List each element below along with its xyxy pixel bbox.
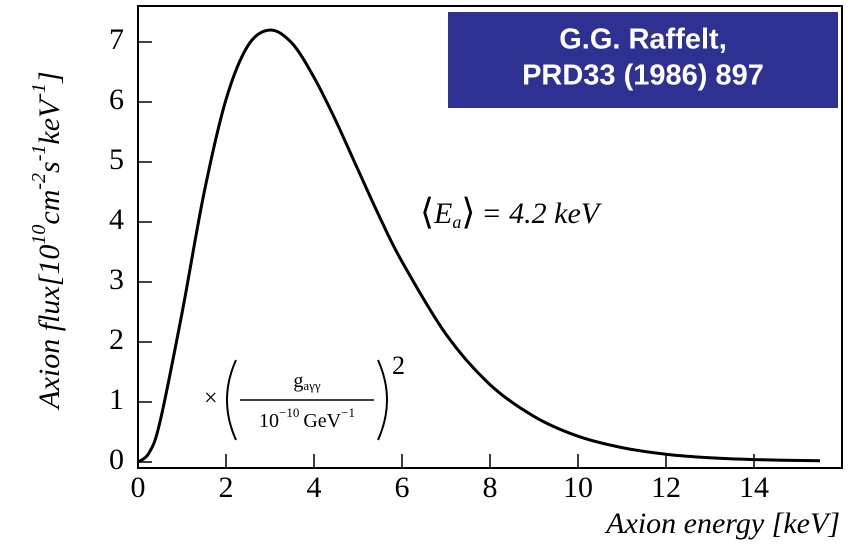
citation-line: G.G. Raffelt, xyxy=(559,24,727,56)
y-tick-label: 4 xyxy=(109,203,124,236)
power: 2 xyxy=(392,351,405,380)
times: × xyxy=(204,386,218,412)
x-tick-label: 10 xyxy=(563,471,593,504)
factor-annotation: × gaγγ 10−10 GeV−1 2 xyxy=(204,351,405,441)
paren xyxy=(377,359,388,441)
x-tick-label: 0 xyxy=(131,471,146,504)
y-tick-label: 7 xyxy=(109,23,124,56)
y-tick-label: 6 xyxy=(109,83,124,116)
x-tick-label: 8 xyxy=(483,471,498,504)
x-tick-label: 2 xyxy=(219,471,234,504)
y-tick-label: 5 xyxy=(109,143,124,176)
y-tick-label: 1 xyxy=(109,383,124,416)
x-tick-label: 6 xyxy=(395,471,410,504)
paren xyxy=(226,359,237,441)
x-axis-label: Axion energy [keV] xyxy=(604,507,840,540)
y-tick-label: 3 xyxy=(109,263,124,296)
y-tick-label: 2 xyxy=(109,323,124,356)
x-tick-label: 12 xyxy=(651,471,681,504)
citation-line: PRD33 (1986) 897 xyxy=(522,60,764,92)
citation-box xyxy=(448,12,838,108)
flux-curve xyxy=(137,28,821,464)
y-tick-label: 0 xyxy=(109,443,124,476)
denominator: 10−10 GeV−1 xyxy=(259,405,355,432)
x-tick-label: 4 xyxy=(307,471,322,504)
y-axis-label: Axion flux[1010cm-2s-1keV-1] xyxy=(28,71,66,410)
numerator: gaγγ xyxy=(293,370,321,393)
x-tick-label: 14 xyxy=(739,471,769,504)
mean-annotation: ⟨Ea⟩ = 4.2 keV xyxy=(420,192,603,232)
